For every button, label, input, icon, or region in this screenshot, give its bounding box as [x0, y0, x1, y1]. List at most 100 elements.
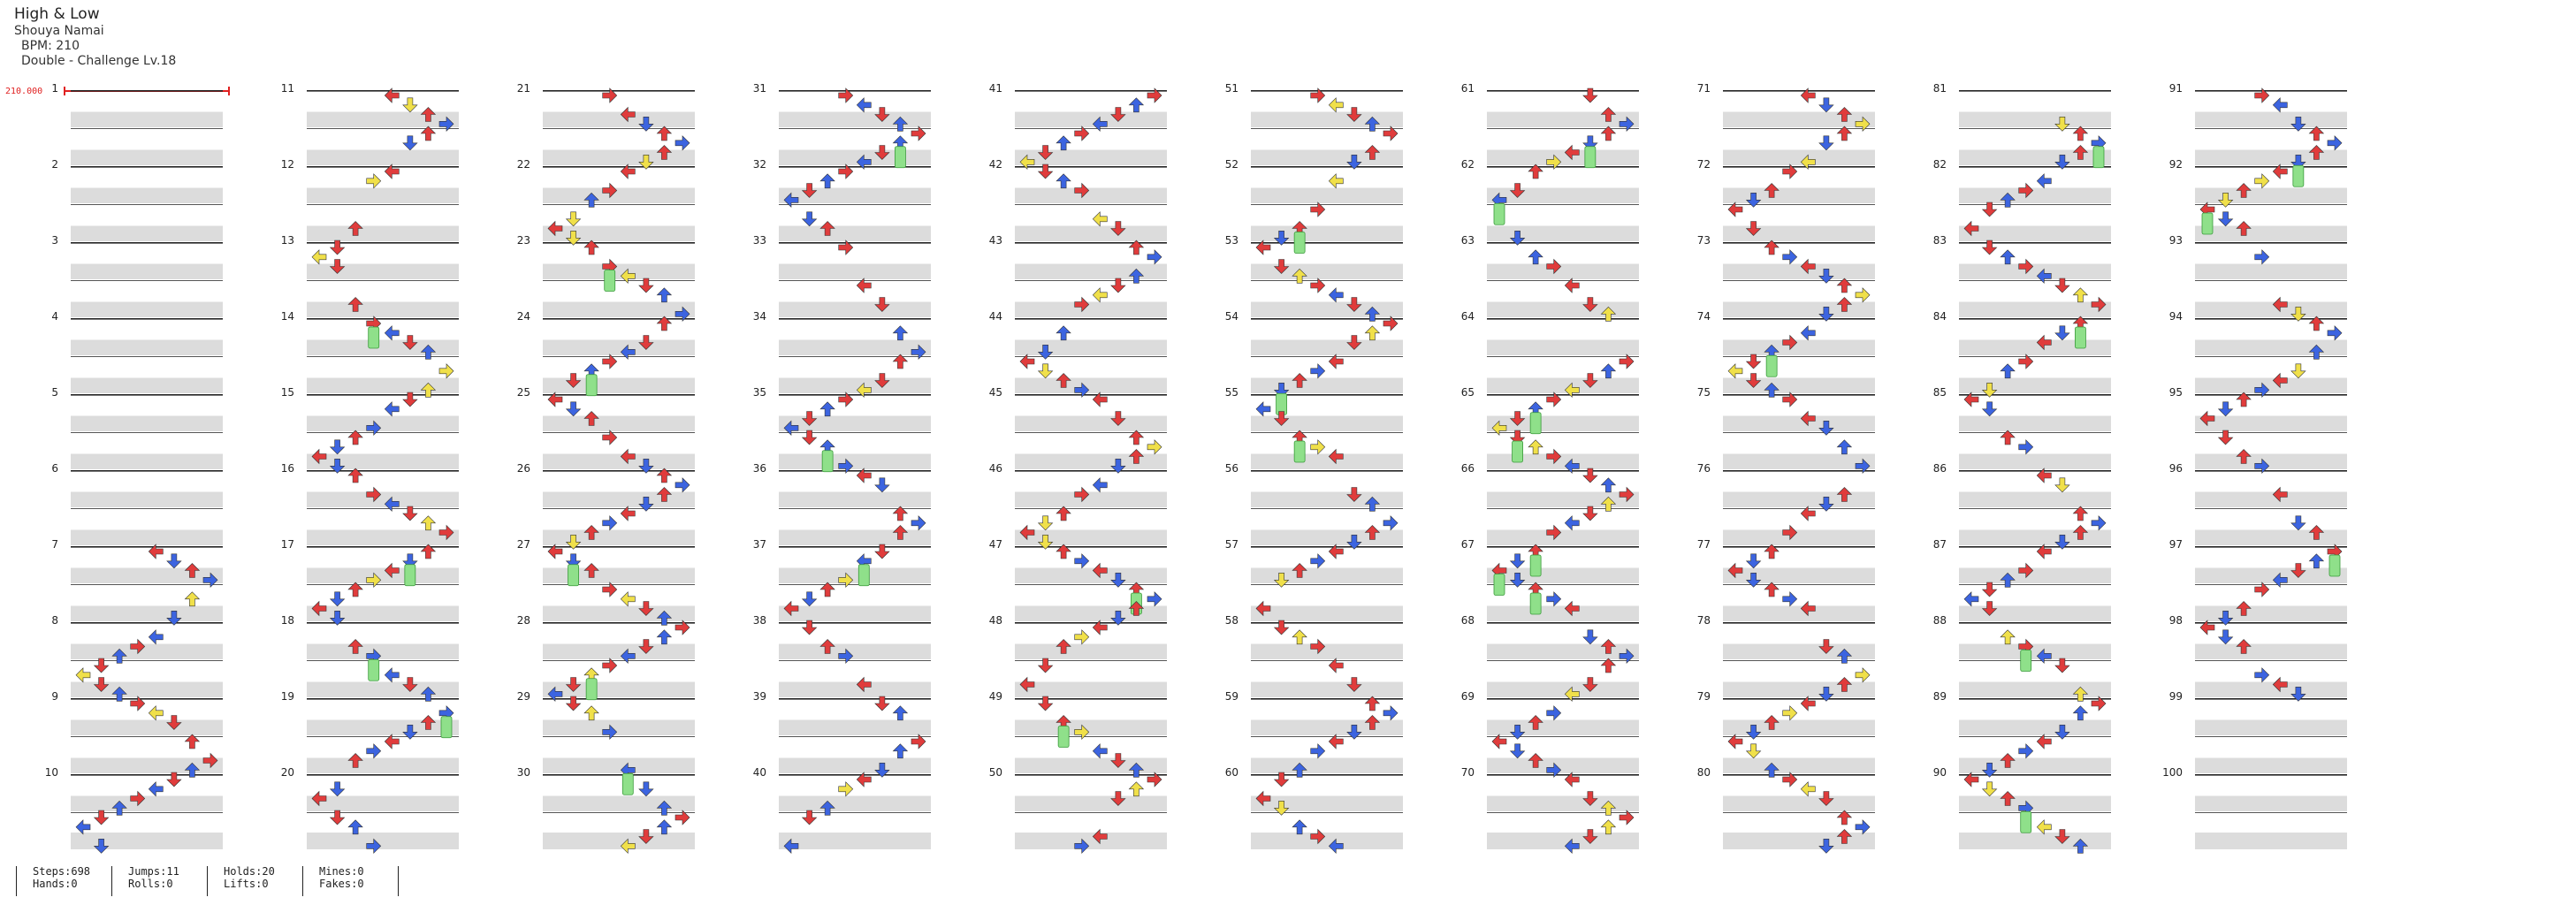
beat-line [2195, 584, 2347, 585]
measure-band [1487, 263, 1639, 279]
beat-line [1015, 508, 1167, 509]
measure-line [779, 318, 931, 320]
beat-line [1487, 508, 1639, 509]
beat-line [1487, 356, 1639, 357]
measure-band [1251, 149, 1403, 165]
measure-number: 14 [281, 310, 294, 323]
step-arrow [1019, 524, 1035, 541]
measure-band [2195, 833, 2347, 848]
beat-line [543, 204, 695, 205]
step-arrow [874, 544, 890, 559]
measure-number: 30 [517, 766, 530, 779]
step-arrow [874, 297, 890, 312]
step-arrow [1818, 135, 1834, 151]
step-arrow [2000, 753, 2016, 768]
step-arrow [1310, 363, 1326, 379]
step-arrow [347, 582, 363, 597]
step-arrow [1836, 829, 1853, 844]
measure-number: 36 [753, 462, 766, 475]
step-arrow [420, 382, 437, 398]
measure-band [1487, 339, 1639, 355]
measure-number: 77 [1697, 538, 1711, 551]
beat-line [543, 280, 695, 281]
hold-note [1512, 440, 1523, 463]
measure-number: 47 [989, 538, 1002, 551]
step-arrow [2236, 221, 2252, 236]
step-arrow [2036, 648, 2052, 665]
step-arrow [1128, 449, 1145, 464]
step-arrow [1128, 781, 1145, 797]
step-arrow [783, 192, 799, 209]
step-arrow [1782, 524, 1798, 541]
step-arrow [1074, 486, 1090, 503]
step-arrow [384, 496, 400, 513]
beat-line [1251, 432, 1403, 433]
measure-number: 25 [517, 386, 530, 399]
measure-number: 24 [517, 310, 530, 323]
measure-band [543, 453, 695, 469]
beat-line [307, 508, 459, 509]
step-arrow [1364, 525, 1381, 540]
step-arrow [1836, 278, 1853, 293]
measure-band [2195, 529, 2347, 545]
step-arrow [1963, 772, 1979, 787]
step-arrow [1509, 572, 1526, 588]
measure-band [307, 225, 459, 241]
step-arrow [1836, 810, 1853, 825]
step-arrow [602, 582, 618, 597]
song-title: High & Low [14, 5, 100, 23]
measure-line [543, 622, 695, 624]
hold-note [2020, 650, 2032, 672]
step-arrow [620, 648, 636, 665]
measure-band [1015, 757, 1167, 773]
measure-number: 80 [1697, 766, 1711, 779]
step-arrow [2236, 601, 2252, 616]
measure-band [1959, 681, 2111, 697]
step-arrow [75, 819, 91, 835]
measure-band [71, 605, 223, 621]
beat-line [543, 584, 695, 585]
step-arrow [583, 411, 599, 426]
beat-line [779, 584, 931, 585]
step-arrow [2054, 724, 2070, 740]
measure-band [1251, 757, 1403, 773]
step-arrow [1800, 696, 1816, 711]
measure-number: 33 [753, 234, 766, 247]
measure-number: 63 [1461, 234, 1475, 247]
measure-line [1723, 166, 1875, 168]
beat-line [307, 584, 459, 585]
beat-line [543, 812, 695, 813]
measure-band [1723, 377, 1875, 393]
step-arrow [1600, 800, 1617, 816]
beat-line [71, 204, 223, 205]
step-arrow [1764, 382, 1780, 398]
step-arrow [2091, 696, 2107, 711]
step-arrow [2272, 296, 2288, 313]
step-arrow [638, 496, 654, 512]
step-arrow [892, 525, 909, 540]
step-arrow [1110, 458, 1126, 474]
step-arrow [311, 790, 327, 807]
measure-line [1723, 318, 1875, 320]
step-arrow [1782, 249, 1798, 265]
step-arrow [366, 173, 382, 189]
hold-note [2075, 326, 2086, 349]
step-arrow [93, 810, 110, 825]
step-arrow [1346, 724, 1362, 740]
step-arrow [638, 601, 654, 616]
beat-line [2195, 736, 2347, 737]
step-arrow [856, 772, 872, 787]
step-arrow [2327, 325, 2343, 341]
beat-line [1251, 660, 1403, 661]
measure-line [1251, 166, 1403, 168]
step-arrow [2290, 306, 2306, 322]
step-arrow [1981, 382, 1998, 398]
step-arrow [656, 468, 673, 483]
step-arrow [620, 268, 636, 285]
beat-line [2195, 280, 2347, 281]
step-arrow [874, 477, 890, 493]
step-arrow [1128, 762, 1145, 778]
step-arrow [1310, 743, 1326, 759]
measure-band [71, 377, 223, 393]
beat-line [1959, 204, 2111, 205]
